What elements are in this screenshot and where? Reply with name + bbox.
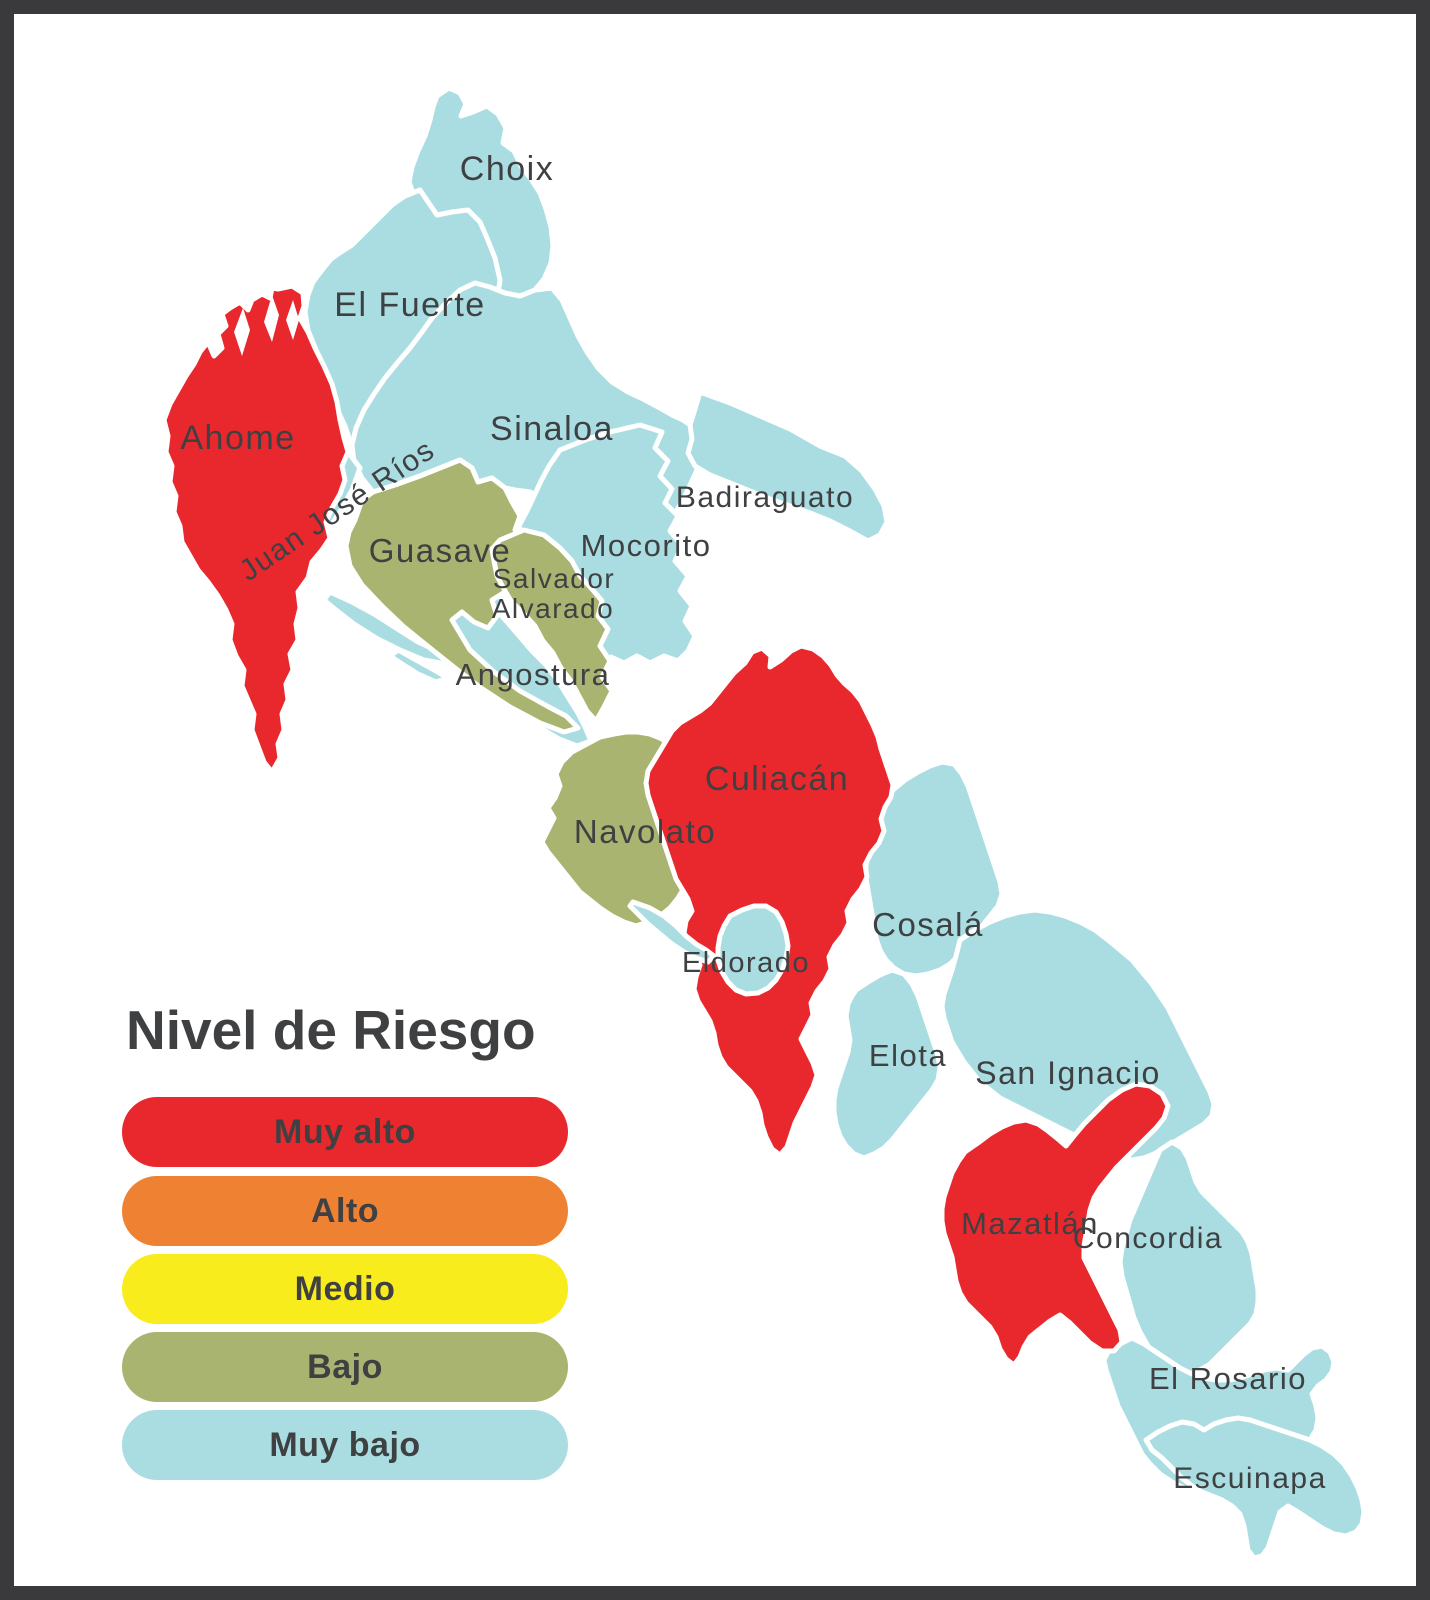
region-escuinapa-label: Escuinapa: [1173, 1462, 1327, 1495]
region-badiraguato-shape: [685, 389, 890, 544]
region-salvador-alvarado-label-line2: Alvarado: [492, 593, 615, 624]
ahome-fjord-detail-2: [234, 308, 250, 356]
region-salvador-alvarado-shape: [489, 527, 615, 724]
region-salvador-alvarado-label-line1: Salvador: [493, 563, 616, 594]
sinaloa-map: Choix El Fuerte Sinaloa Ahome Juan José …: [161, 85, 1367, 1561]
legend-item-alto-label: Alto: [310, 1191, 380, 1230]
region-juan-jose-rios-island: [387, 647, 451, 685]
legend-item-muy-bajo: Muy bajo: [122, 1410, 568, 1480]
region-angostura-label: Angostura: [456, 657, 611, 692]
ahome-fjord-detail-3: [286, 300, 299, 340]
region-eldorado-lagoon: [627, 899, 717, 965]
region-guasave-shape: [343, 457, 581, 735]
legend-item-muy-alto-label: Muy alto: [274, 1112, 416, 1151]
region-escuinapa-shape: [1143, 1415, 1367, 1561]
region-el-rosario-label: El Rosario: [1149, 1361, 1307, 1396]
ahome-fjord-detail-1: [264, 295, 279, 342]
region-choix-label: Choix: [460, 150, 554, 188]
region-guasave-label: Guasave: [369, 532, 512, 569]
region-eldorado-label: Eldorado: [682, 947, 810, 979]
legend-item-muy-bajo-label: Muy bajo: [269, 1425, 421, 1464]
region-culiacan-label: Culiacán: [705, 760, 849, 798]
region-elota-shape: [831, 967, 943, 1161]
region-ahome-shape: [161, 283, 351, 775]
legend-item-medio-label: Medio: [294, 1269, 396, 1308]
region-cosala-label: Cosalá: [872, 906, 984, 943]
legend-item-bajo: Bajo: [122, 1332, 568, 1402]
region-mazatlan-shape: [939, 1081, 1171, 1368]
region-ahome-label: Ahome: [180, 419, 295, 457]
region-navolato-label: Navolato: [574, 813, 716, 850]
region-san-ignacio-label: San Ignacio: [975, 1055, 1161, 1091]
legend-item-bajo-label: Bajo: [307, 1347, 383, 1386]
region-elota-label: Elota: [869, 1038, 947, 1073]
region-eldorado-shape: [715, 903, 791, 997]
legend: Nivel de Riesgo Muy alto Alto Medio Bajo…: [14, 14, 1416, 1586]
legend-item-medio: Medio: [122, 1254, 568, 1324]
region-mocorito-label: Mocorito: [581, 528, 712, 563]
region-mazatlan-label: Mazatlán: [961, 1206, 1099, 1241]
legend-title: Nivel de Riesgo: [126, 999, 536, 1061]
region-sinaloa-label: Sinaloa: [490, 410, 614, 448]
legend-item-muy-alto: Muy alto: [122, 1097, 568, 1167]
region-el-fuerte-label: El Fuerte: [334, 286, 485, 324]
region-concordia-label: Concordia: [1073, 1222, 1223, 1255]
region-culiacan-shape: [643, 643, 896, 1158]
region-badiraguato-label: Badiraguato: [676, 481, 854, 514]
region-concordia-shape: [1117, 1139, 1261, 1377]
legend-item-alto: Alto: [122, 1176, 568, 1246]
